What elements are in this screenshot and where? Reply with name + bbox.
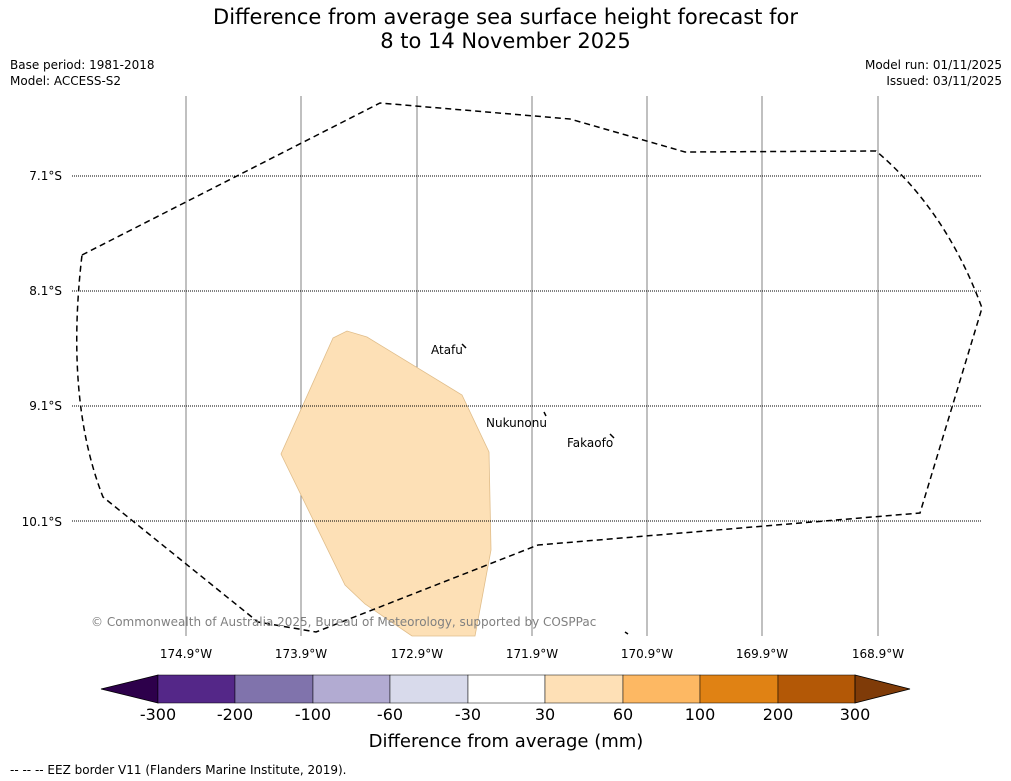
colorbar-bin-5 bbox=[467, 674, 546, 704]
model-run: Model run: 01/11/2025 bbox=[864, 58, 1002, 72]
atafu-island bbox=[461, 343, 467, 349]
lon-label-6: 169.9°W bbox=[736, 647, 788, 661]
colorbar-bin-4 bbox=[389, 674, 469, 704]
colorbar-tick-2: -200 bbox=[217, 705, 253, 724]
place-label-atafu: Atafu bbox=[431, 343, 463, 357]
eez-border bbox=[75, 102, 983, 633]
place-label-fakaofo: Fakaofo bbox=[567, 436, 613, 450]
colorbar-tick-3: -100 bbox=[295, 705, 331, 724]
lat-label-3: 9.1°S bbox=[29, 399, 62, 413]
eez-footnote: -- -- -- EEZ border V11 (Flanders Marine… bbox=[10, 763, 347, 777]
colorbar-tick-6: 30 bbox=[535, 705, 555, 724]
lon-label-2: 173.9°W bbox=[275, 647, 327, 661]
longitude-gridlines bbox=[185, 96, 879, 636]
lat-label-1: 7.1°S bbox=[29, 169, 62, 183]
lon-label-4: 171.9°W bbox=[506, 647, 558, 661]
model-name: Model: ACCESS-S2 bbox=[10, 74, 122, 88]
lon-label-1: 174.9°W bbox=[160, 647, 212, 661]
latitude-gridlines bbox=[72, 175, 982, 522]
swains-island bbox=[624, 631, 629, 635]
colorbar-bin-8 bbox=[699, 674, 779, 704]
colorbar-tick-10: 300 bbox=[840, 705, 871, 724]
chart-title: Difference from average sea surface heig… bbox=[0, 5, 1011, 53]
colorbar-tick-4: -60 bbox=[377, 705, 403, 724]
colorbar-tick-labels: -300 -200 -100 -60 -30 30 60 100 200 300 bbox=[140, 705, 870, 724]
base-period: Base period: 1981-2018 bbox=[10, 58, 155, 72]
anomaly-region-30-60mm bbox=[280, 330, 492, 637]
lat-label-4: 10.1°S bbox=[22, 515, 62, 529]
longitude-labels: 174.9°W 173.9°W 172.9°W 171.9°W 170.9°W … bbox=[160, 647, 904, 661]
copyright-notice: © Commonwealth of Australia 2025, Bureau… bbox=[91, 615, 596, 629]
meta-left: Base period: 1981-2018 Model: ACCESS-S2 bbox=[10, 57, 155, 89]
colorbar-extend-low bbox=[100, 674, 159, 704]
colorbar-tick-8: 100 bbox=[685, 705, 716, 724]
forecast-map: Atafu Nukunonu Fakaofo 7.1°S 8.1°S 9.1°S… bbox=[22, 96, 983, 752]
issued-date: Issued: 03/11/2025 bbox=[886, 74, 1002, 88]
lon-label-7: 168.9°W bbox=[852, 647, 904, 661]
meta-right: Model run: 01/11/2025 Issued: 03/11/2025 bbox=[865, 57, 1002, 89]
colorbar-tick-9: 200 bbox=[763, 705, 794, 724]
place-label-nukunonu: Nukunonu bbox=[486, 416, 547, 430]
colorbar-bin-1 bbox=[157, 674, 236, 704]
lat-label-2: 8.1°S bbox=[29, 284, 62, 298]
colorbar-bin-7 bbox=[622, 674, 701, 704]
title-line-2: 8 to 14 November 2025 bbox=[380, 29, 631, 53]
colorbar-bin-2 bbox=[234, 674, 314, 704]
nukunonu-island bbox=[543, 411, 547, 417]
title-line-1: Difference from average sea surface heig… bbox=[213, 5, 798, 29]
colorbar-label: Difference from average (mm) bbox=[369, 731, 644, 752]
lon-label-3: 172.9°W bbox=[391, 647, 443, 661]
colorbar-tick-1: -300 bbox=[140, 705, 176, 724]
colorbar bbox=[100, 674, 911, 704]
fakaofo-island bbox=[609, 433, 615, 439]
lon-label-5: 170.9°W bbox=[621, 647, 673, 661]
colorbar-bin-9 bbox=[777, 674, 856, 704]
latitude-labels: 7.1°S 8.1°S 9.1°S 10.1°S bbox=[22, 169, 62, 529]
colorbar-bin-3 bbox=[312, 674, 391, 704]
colorbar-bin-6 bbox=[544, 674, 624, 704]
colorbar-tick-5: -30 bbox=[455, 705, 481, 724]
colorbar-extend-high bbox=[854, 674, 911, 704]
colorbar-tick-7: 60 bbox=[613, 705, 633, 724]
